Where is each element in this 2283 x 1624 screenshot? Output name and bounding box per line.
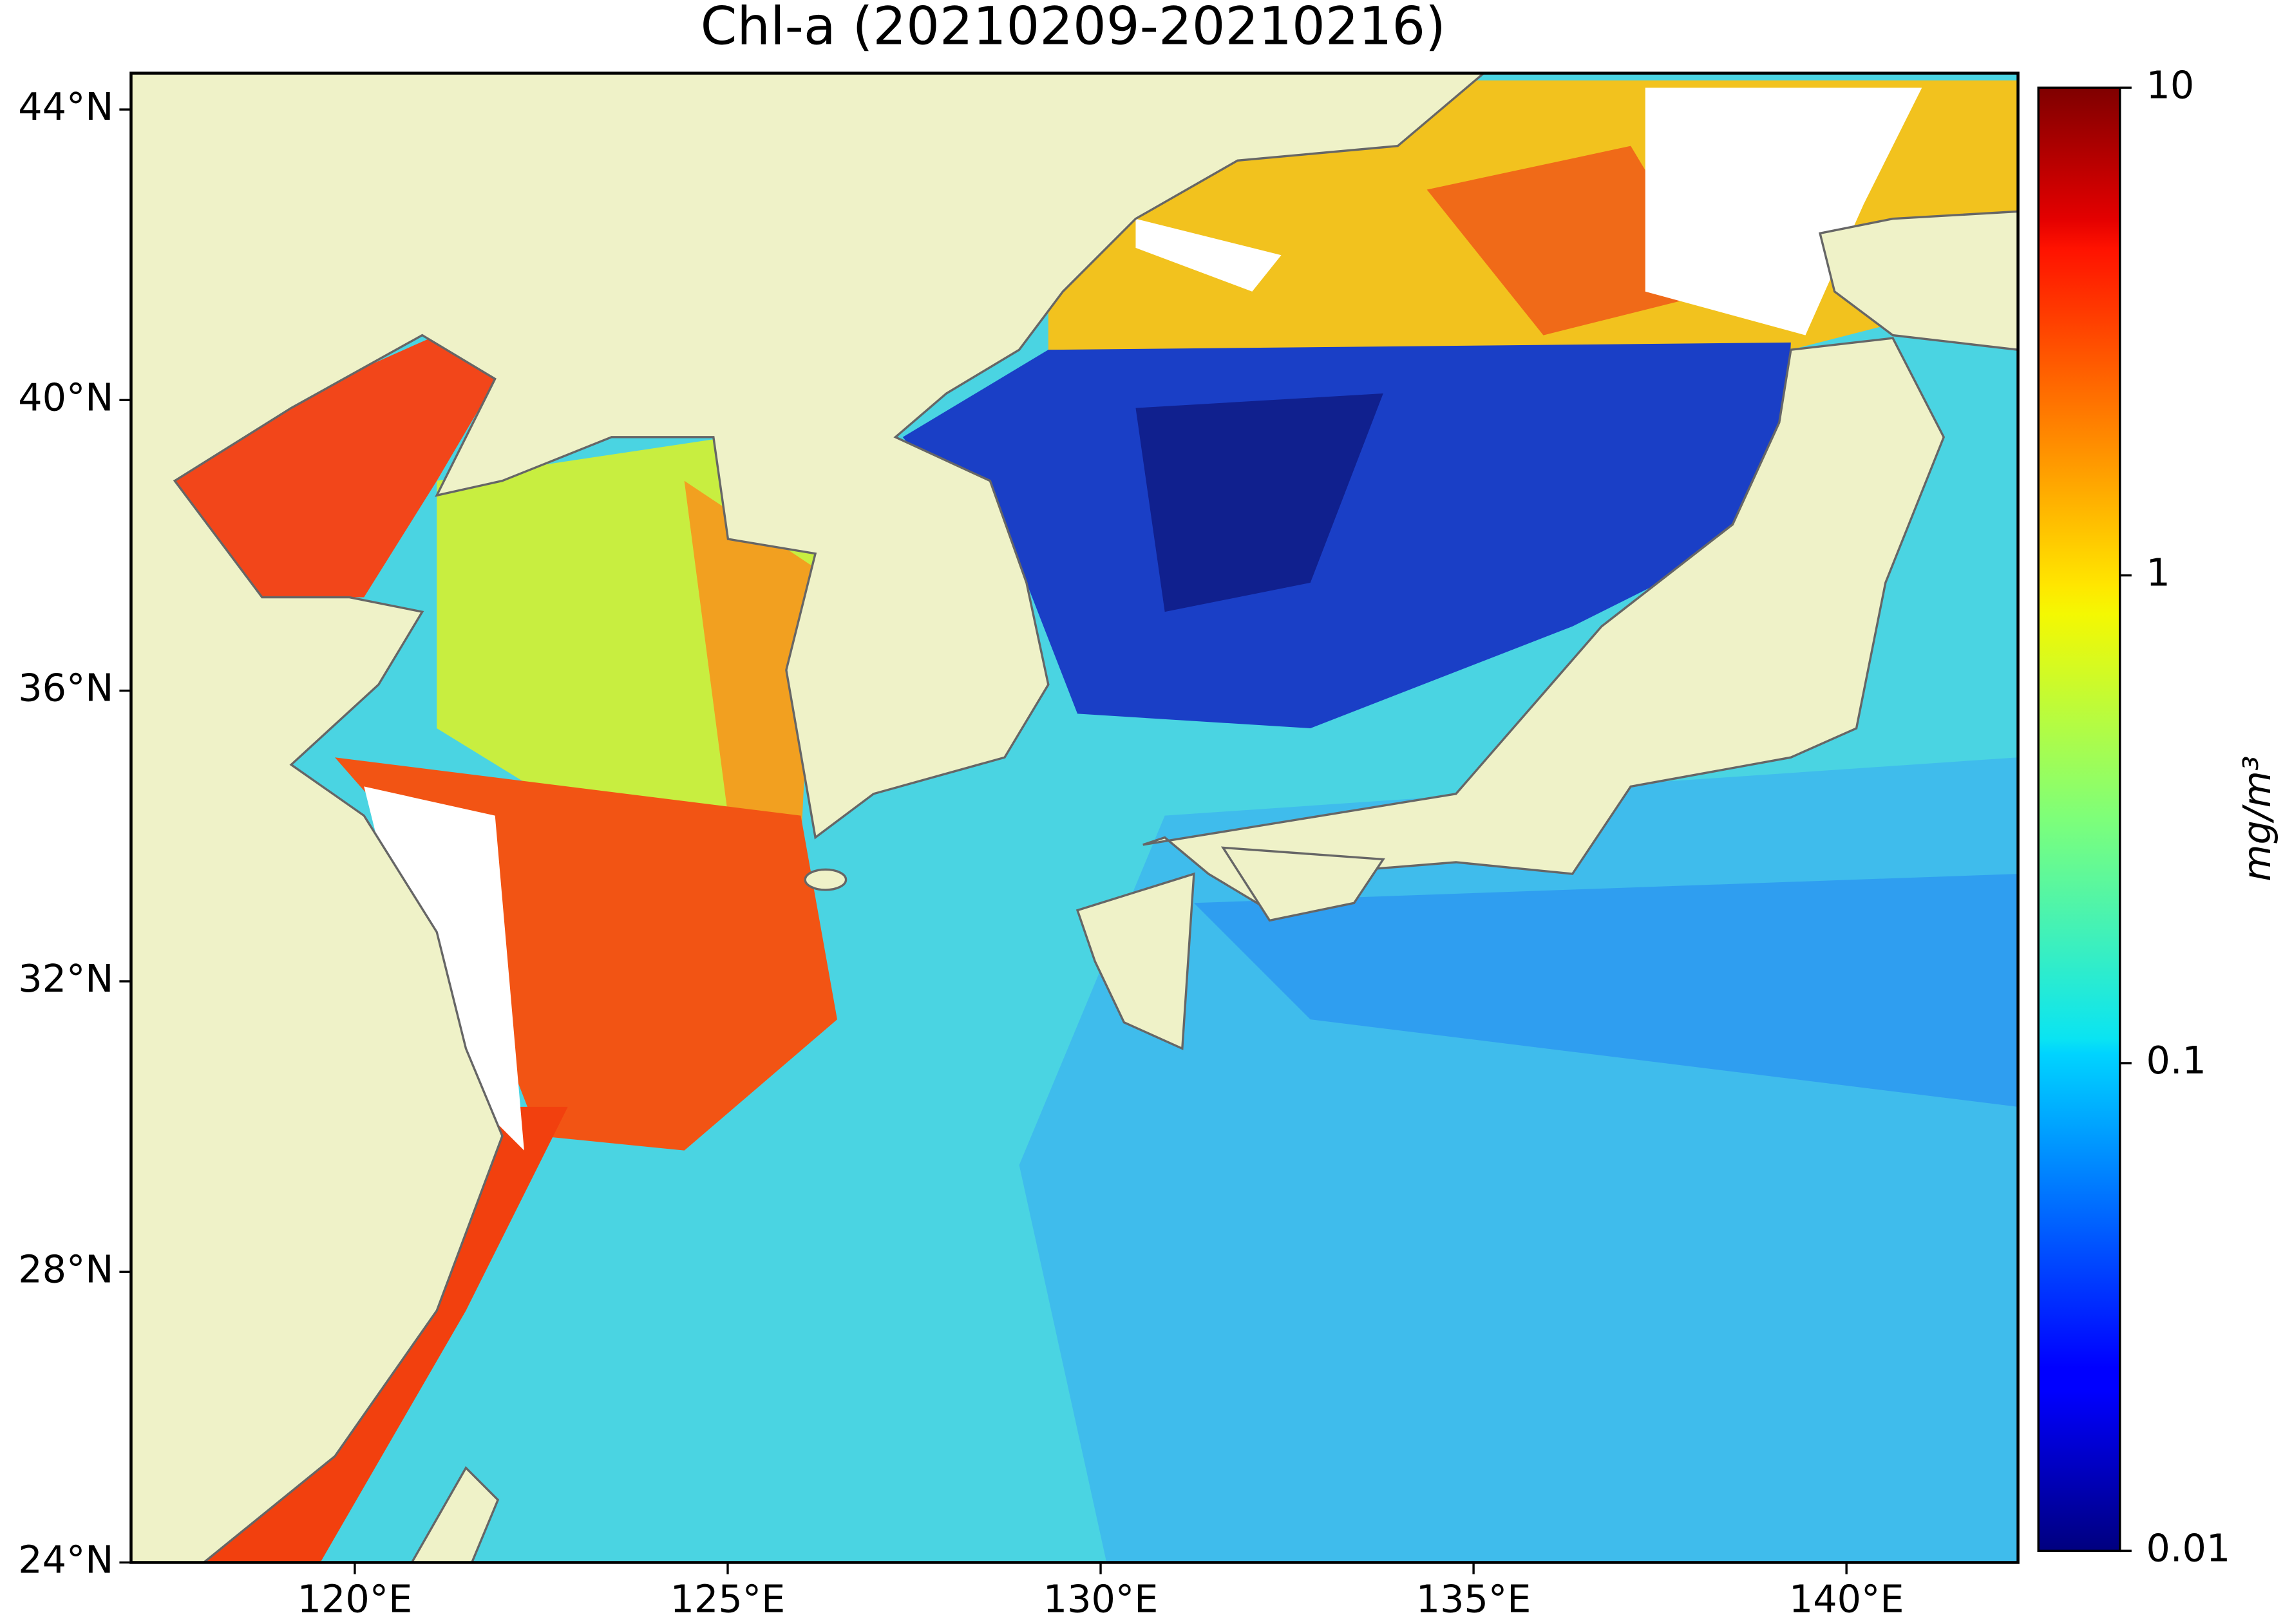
x-tick-label: 130°E [1043, 1577, 1159, 1621]
land-jeju [804, 868, 848, 891]
map-image [131, 73, 2018, 1563]
colorbar-tick-label: 10 [2146, 62, 2194, 107]
y-tick-label: 28°N [18, 1247, 113, 1291]
map-frame [129, 71, 2020, 1564]
colorbar-tick-label: 1 [2146, 551, 2170, 595]
x-tick-label: 135°E [1416, 1577, 1531, 1621]
x-tick-label: 140°E [1789, 1577, 1904, 1621]
land-hokkaido [1818, 210, 2018, 351]
title: Chl-a (20210209-20210216) [701, 0, 1446, 57]
colorbar [2037, 86, 2121, 1553]
land-taiwan [410, 1466, 500, 1563]
colorbar-label: mg/m³ [2235, 756, 2279, 882]
colorbar-tick-label: 0.1 [2146, 1038, 2206, 1082]
ocean-japan-sea [902, 342, 1791, 729]
land-kyushu [1075, 872, 1195, 1050]
ocean-japan-sea-deep [1135, 393, 1383, 612]
ocean-pacific-blue [1193, 874, 2018, 1107]
y-tick-label: 36°N [18, 666, 113, 710]
x-tick-label: 120°E [298, 1577, 413, 1621]
y-tick-label: 32°N [18, 956, 113, 1001]
x-tick-label: 125°E [670, 1577, 786, 1621]
y-tick-label: 24°N [18, 1538, 113, 1582]
land-shikoku [1220, 846, 1385, 922]
ocean-bohai [160, 335, 510, 598]
colorbar-tick-label: 0.01 [2146, 1525, 2230, 1570]
ocean-korea-coast [684, 480, 816, 845]
land-mainland [131, 73, 1486, 1563]
no-data [1135, 218, 1282, 292]
ocean-pacific [1019, 757, 2018, 1563]
no-data [1645, 88, 1922, 335]
y-tick-label: 40°N [18, 375, 113, 419]
y-tick-label: 44°N [18, 84, 113, 129]
